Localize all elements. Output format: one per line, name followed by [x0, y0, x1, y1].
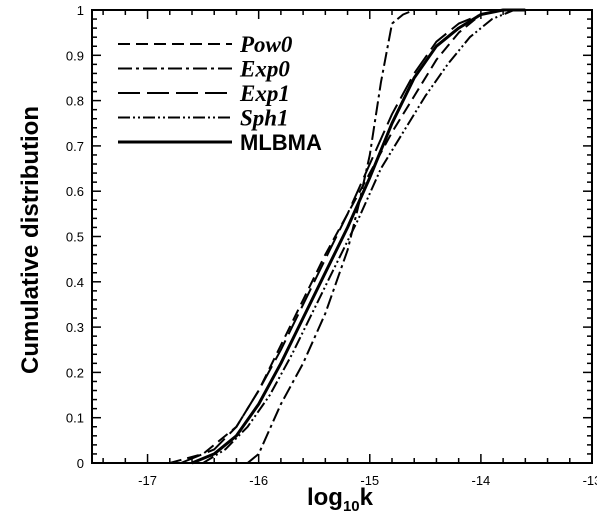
plot-area [91, 8, 593, 465]
x-tick-label: -15 [360, 473, 379, 488]
legend-label-exp0: Exp0 [239, 57, 290, 82]
x-axis-title-tail: k [360, 484, 374, 511]
y-tick-label: 0 [77, 456, 84, 471]
series-line-sph1 [202, 9, 515, 464]
legend-label-mlbma: MLBMA [240, 130, 322, 155]
legend-label-pow0: Pow0 [239, 32, 293, 57]
axis-ticks: -17 -16 -15 -14 -13 0 0.1 0.2 0.3 0.4 0.5 0.6 0.7 0.8… [66, 3, 597, 488]
x-tick-label: -16 [249, 473, 268, 488]
series-line-mlbma [191, 8, 526, 465]
y-tick-label: 0.1 [66, 411, 84, 426]
x-axis-title: log10k [307, 484, 374, 515]
y-tick-label: 0.8 [66, 94, 84, 109]
y-tick-label: 0.6 [66, 184, 84, 199]
y-tick-label: 1 [77, 3, 84, 18]
y-tick-label: 0.5 [66, 230, 84, 245]
y-tick-label: 0.7 [66, 139, 84, 154]
x-tick-label: -17 [138, 473, 157, 488]
y-tick-label: 0.4 [66, 275, 84, 290]
x-axis-title-main: log [307, 484, 343, 511]
x-tick-label: -13 [583, 473, 597, 488]
y-axis-title: Cumulative distribution [17, 106, 44, 374]
x-tick-label: -14 [471, 473, 490, 488]
legend-label-exp1: Exp1 [239, 81, 290, 106]
x-axis-title-subscript: 10 [343, 498, 360, 515]
series-line-exp1 [180, 9, 504, 464]
y-tick-label: 0.3 [66, 320, 84, 335]
y-tick-label: 0.2 [66, 365, 84, 380]
legend-label-sph1: Sph1 [240, 106, 289, 131]
y-tick-label: 0.9 [66, 48, 84, 63]
